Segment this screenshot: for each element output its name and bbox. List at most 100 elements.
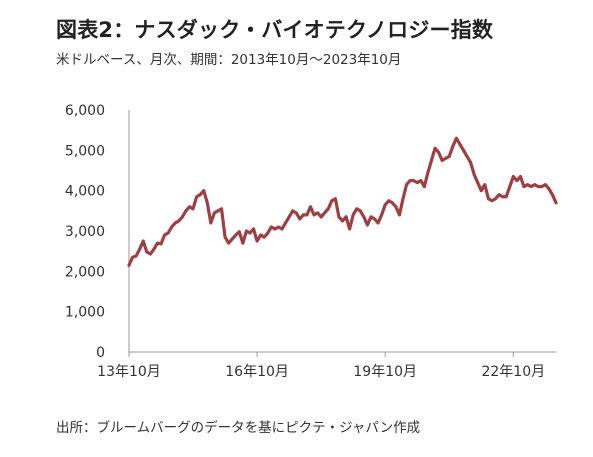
y-tick-label: 3,000 xyxy=(65,224,105,240)
data-point xyxy=(241,241,245,245)
data-point xyxy=(220,207,223,211)
data-point xyxy=(430,159,433,162)
source-note: 出所：ブルームバーグのデータを基にピクテ・ジャパン作成 xyxy=(56,420,421,436)
data-point xyxy=(348,227,352,231)
x-axis-labels: 13年10月 16年10月 19年10月 22年10月 xyxy=(97,364,545,380)
data-point xyxy=(184,209,188,213)
data-point xyxy=(522,185,526,189)
x-tick-label: 19年10月 xyxy=(353,364,417,380)
data-point xyxy=(369,215,373,219)
data-point xyxy=(127,263,131,267)
data-point xyxy=(145,250,149,254)
data-point xyxy=(415,181,419,185)
data-point xyxy=(205,201,209,205)
data-point xyxy=(148,252,152,256)
x-tick-label: 16年10月 xyxy=(225,364,289,380)
data-point xyxy=(519,175,522,178)
data-point xyxy=(344,215,348,219)
data-point xyxy=(465,154,469,158)
data-point xyxy=(262,235,266,239)
data-point xyxy=(408,179,412,182)
data-point xyxy=(551,193,554,197)
data-point xyxy=(419,179,423,182)
data-point xyxy=(180,215,184,219)
data-point xyxy=(312,213,316,217)
data-point xyxy=(373,217,376,221)
data-point xyxy=(462,148,465,152)
data-point xyxy=(543,183,547,187)
data-point xyxy=(398,213,401,217)
data-point xyxy=(266,231,270,235)
data-point xyxy=(309,205,312,209)
data-point xyxy=(366,223,369,227)
data-point xyxy=(173,221,177,225)
data-point xyxy=(234,233,238,237)
data-point xyxy=(280,227,284,231)
data-point xyxy=(177,219,181,223)
data-point xyxy=(330,199,334,203)
data-point xyxy=(554,201,558,205)
data-point xyxy=(533,183,537,187)
x-axis-ticks xyxy=(128,352,514,357)
data-point xyxy=(163,233,166,237)
data-point xyxy=(291,209,295,213)
data-point xyxy=(209,221,213,225)
data-point xyxy=(326,207,330,211)
data-point xyxy=(451,144,455,148)
data-point xyxy=(444,157,448,160)
data-point xyxy=(529,185,533,189)
data-point xyxy=(255,239,259,243)
data-point xyxy=(131,255,134,259)
data-point xyxy=(298,217,302,221)
data-point xyxy=(259,233,263,237)
data-point xyxy=(337,215,341,219)
data-point xyxy=(273,227,277,231)
data-point xyxy=(515,179,519,182)
data-point xyxy=(458,142,462,146)
data-point xyxy=(540,185,544,189)
data-point xyxy=(504,195,508,199)
data-point xyxy=(479,189,483,193)
data-point xyxy=(294,211,298,215)
data-point xyxy=(483,183,487,187)
data-point xyxy=(191,207,195,211)
data-point xyxy=(497,193,501,197)
data-point xyxy=(170,225,174,229)
y-tick-label: 0 xyxy=(96,345,105,361)
data-point xyxy=(159,242,163,246)
data-point xyxy=(351,213,355,217)
data-point xyxy=(305,213,309,217)
data-point xyxy=(269,225,273,229)
chart-subtitle: 米ドルベース、月次、期間：2013年10月～2023年10月 xyxy=(56,52,402,68)
x-tick-label: 22年10月 xyxy=(481,364,545,380)
y-tick-label: 4,000 xyxy=(65,184,105,200)
data-points xyxy=(127,136,558,267)
data-point xyxy=(511,175,515,178)
data-point xyxy=(383,203,387,207)
data-point xyxy=(390,201,394,205)
data-point xyxy=(134,254,138,258)
data-point xyxy=(156,241,159,245)
data-point xyxy=(230,237,234,241)
data-point xyxy=(447,154,451,158)
data-point xyxy=(358,209,362,213)
data-point xyxy=(501,195,505,199)
data-point xyxy=(440,159,444,162)
data-point xyxy=(376,221,380,225)
data-point xyxy=(287,215,291,219)
data-point xyxy=(252,227,255,231)
x-tick-label: 13年10月 xyxy=(97,364,161,380)
y-tick-label: 5,000 xyxy=(65,143,105,159)
chart-title: 図表2：ナスダック・バイオテクノロジー指数 xyxy=(56,18,494,42)
data-point xyxy=(526,183,529,187)
data-point xyxy=(277,225,280,229)
data-point xyxy=(301,213,305,217)
data-point xyxy=(333,197,337,201)
data-point xyxy=(362,215,366,219)
data-point xyxy=(198,193,202,197)
data-point xyxy=(380,213,384,217)
y-tick-label: 6,000 xyxy=(65,103,105,119)
data-point xyxy=(454,136,458,140)
data-point xyxy=(412,179,416,182)
